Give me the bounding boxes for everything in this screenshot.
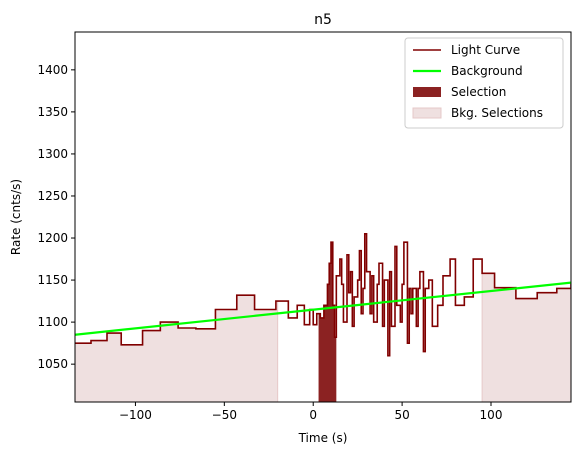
x-tick-label: 50 xyxy=(394,408,409,422)
y-tick-label: 1300 xyxy=(37,147,68,161)
selection-region xyxy=(318,242,337,402)
x-tick-label: −50 xyxy=(212,408,237,422)
y-tick-label: 1150 xyxy=(37,273,68,287)
x-tick-label: 100 xyxy=(480,408,503,422)
chart-title: n5 xyxy=(314,12,332,28)
x-tick-label: −100 xyxy=(119,408,152,422)
y-tick-label: 1050 xyxy=(37,357,68,371)
y-tick-label: 1100 xyxy=(37,315,68,329)
light-curve-line xyxy=(75,233,571,357)
legend-label: Bkg. Selections xyxy=(451,106,543,120)
y-tick-label: 1250 xyxy=(37,189,68,203)
legend: Light Curve Background Selection Bkg. Selec… xyxy=(404,37,564,129)
legend-label: Background xyxy=(451,64,523,78)
y-axis-label: Rate (cnts/s) xyxy=(9,179,23,255)
legend-box xyxy=(404,37,564,129)
y-tick-label: 1400 xyxy=(37,63,68,77)
x-tick-label: 0 xyxy=(309,408,317,422)
y-tick-label: 1350 xyxy=(37,105,68,119)
plot-content xyxy=(75,233,571,402)
axes: −100 −50 0 50 100 1050 1100 1150 1200 1250 1300 135… xyxy=(37,63,502,422)
legend-label: Selection xyxy=(451,85,506,99)
y-tick-label: 1200 xyxy=(37,231,68,245)
plot-area xyxy=(75,233,571,402)
legend-label: Light Curve xyxy=(451,43,520,57)
legend-swatch-patch xyxy=(412,107,442,119)
plot-frame xyxy=(74,31,572,403)
background-fit-line xyxy=(75,281,571,336)
x-axis-label: Time (s) xyxy=(298,431,348,445)
legend-swatch-patch xyxy=(413,87,441,97)
